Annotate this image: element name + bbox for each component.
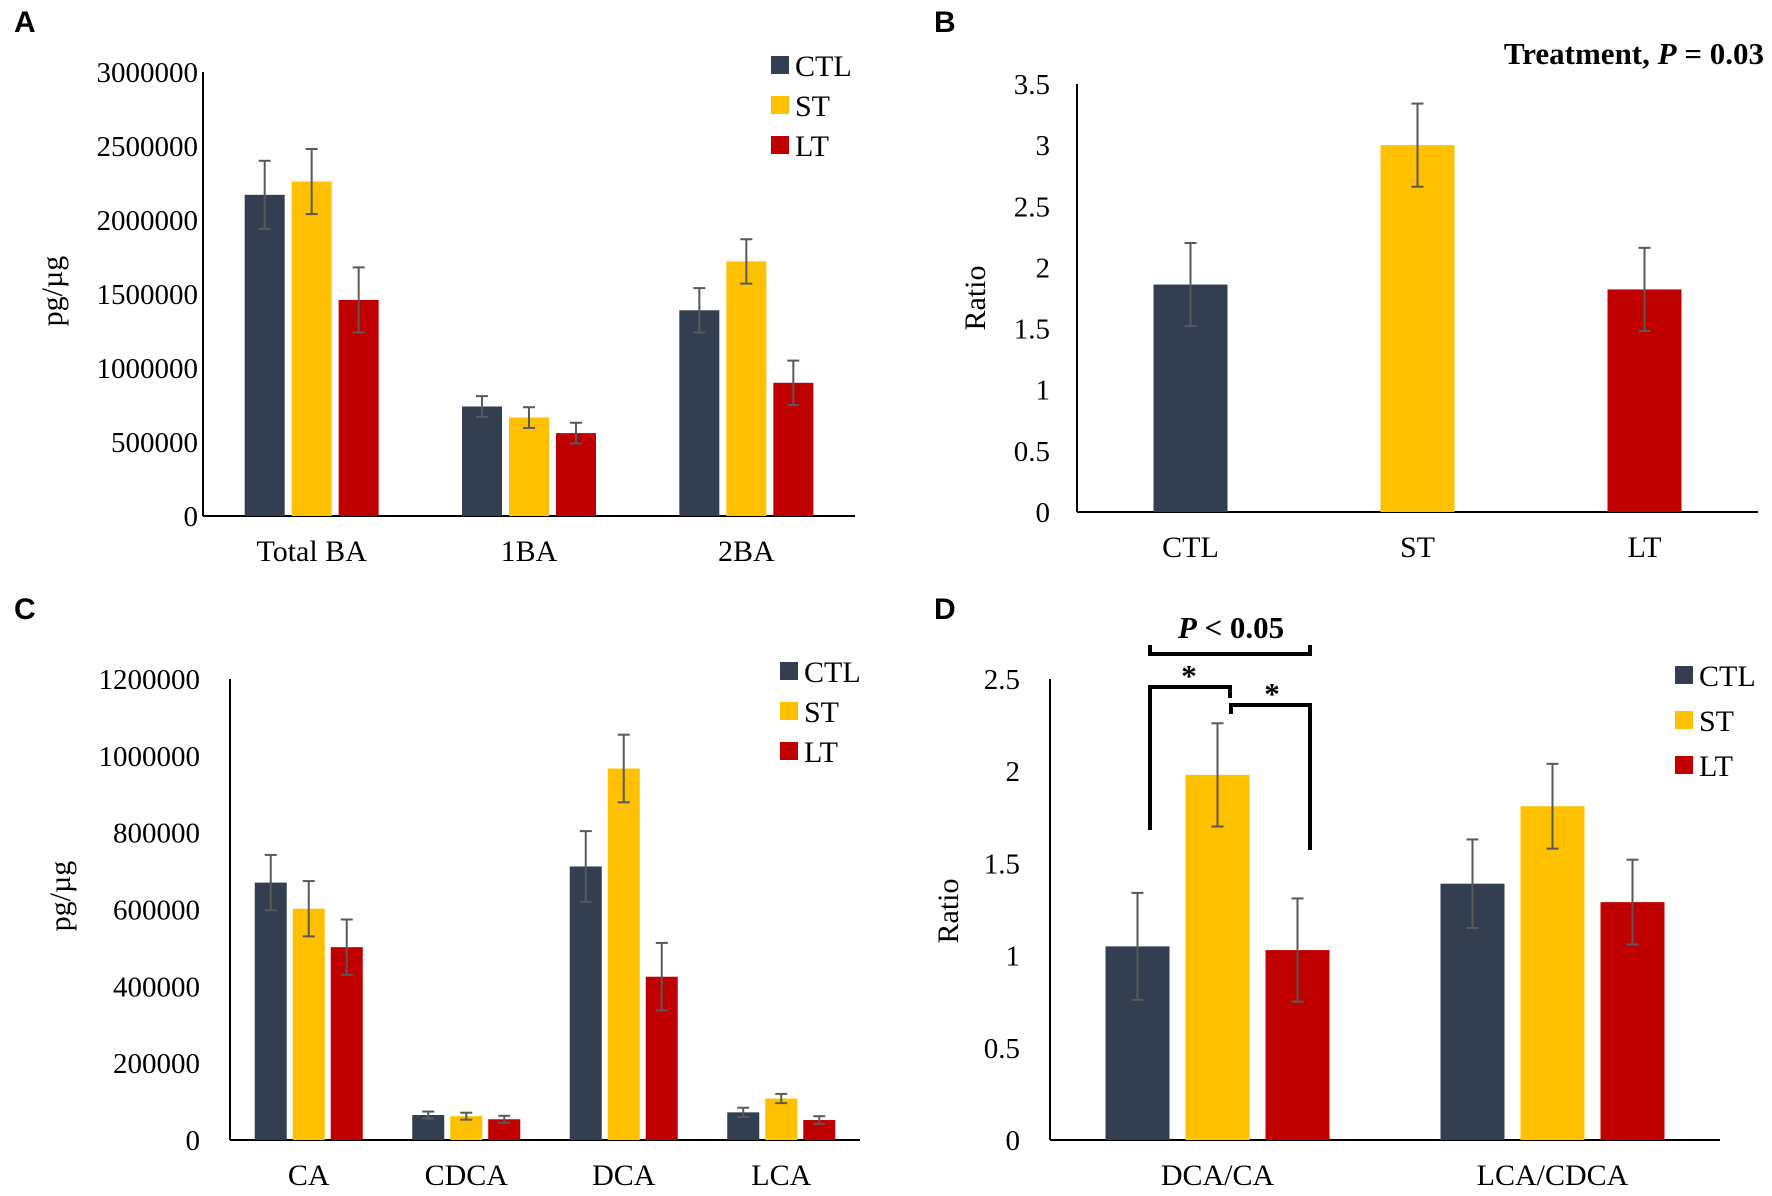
panel-b-y-tick-label: 2.5 bbox=[1014, 191, 1050, 223]
panel-a-bar-lt bbox=[556, 433, 596, 516]
panel-a-bar-st bbox=[726, 261, 767, 516]
panel-a-y-tick-label: 1000000 bbox=[97, 353, 199, 385]
panel-a-legend-swatch-st bbox=[771, 96, 789, 114]
panel-a-y-tick-label: 2000000 bbox=[97, 205, 199, 237]
panel-a-legend-label-lt: LT bbox=[795, 130, 829, 163]
panel-c-legend-label-ctl: CTL bbox=[804, 656, 861, 689]
panel-b-x-tick-label: CTL bbox=[1162, 531, 1219, 564]
panel-c-y-tick-label: 1200000 bbox=[99, 664, 201, 696]
panel-b-x-tick-label: LT bbox=[1628, 531, 1662, 564]
panel-d-x-tick-label: LCA/CDCA bbox=[1477, 1159, 1629, 1192]
panel-b-treatment-annotation: Treatment, P = 0.03 bbox=[1504, 36, 1764, 71]
panel-d-legend-label-st: ST bbox=[1699, 705, 1734, 738]
panel-c-x-tick-label: CA bbox=[288, 1159, 330, 1192]
panel-d-bar-st bbox=[1185, 774, 1250, 1140]
panel-d-significance-bracket-overall bbox=[1148, 645, 1312, 656]
panel-d-significance-bracket-st-lt bbox=[1229, 703, 1312, 850]
panel-a-legend-label-st: ST bbox=[795, 90, 830, 123]
panel-a-legend-swatch-ctl bbox=[771, 56, 789, 74]
panel-b-y-tick-label: 3 bbox=[1036, 130, 1051, 162]
panel-d: D 0 0.5 1 1.5 2 2.5 Ratio DCA/CA LCA/CDCA CTL ST LT… bbox=[932, 593, 1756, 1192]
panel-c-legend-swatch-st bbox=[780, 702, 798, 720]
panel-a-y-tick-label: 500000 bbox=[111, 427, 198, 459]
panel-c-bar-lt bbox=[803, 1120, 836, 1140]
panel-c-x-tick-label: LCA bbox=[751, 1159, 811, 1192]
panel-letter-b: B bbox=[934, 6, 956, 39]
panel-a: A 0 500000 1000000 1500000 2000000 2500000 300… bbox=[14, 6, 855, 568]
panel-c-legend-label-lt: LT bbox=[804, 736, 838, 769]
panel-b-y-tick-label: 2 bbox=[1036, 252, 1051, 284]
panel-a-x-tick-label: 2BA bbox=[718, 535, 775, 568]
panel-d-legend-label-lt: LT bbox=[1699, 750, 1733, 783]
panel-c-bar-st bbox=[607, 768, 640, 1140]
panel-b-y-axis-label: Ratio bbox=[959, 266, 992, 331]
panel-c-y-tick-label: 600000 bbox=[113, 895, 200, 927]
panel-d-legend-label-ctl: CTL bbox=[1699, 660, 1756, 693]
panel-d-significance-star: * bbox=[1181, 658, 1197, 693]
panel-d-y-axis-label: Ratio bbox=[932, 879, 965, 944]
panel-c-legend-swatch-ctl bbox=[780, 662, 798, 680]
panel-c-bar-lt bbox=[330, 947, 363, 1140]
panel-b-y-tick-label: 1 bbox=[1036, 375, 1051, 407]
panel-b: B 0 0.5 1 1.5 2 2.5 3 3.5 Ratio CTL ST LT Treatment,… bbox=[934, 6, 1764, 564]
panel-b-y-tick-label: 3.5 bbox=[1014, 69, 1050, 101]
panel-c-y-tick-label: 200000 bbox=[113, 1048, 200, 1080]
panel-c-bar-st bbox=[292, 908, 325, 1140]
panel-d-legend-swatch-lt bbox=[1675, 756, 1693, 774]
panel-c-bar-st bbox=[450, 1116, 483, 1140]
panel-d-x-tick-label: DCA/CA bbox=[1161, 1159, 1275, 1192]
panel-d-y-tick-label: 0.5 bbox=[984, 1033, 1020, 1065]
panel-a-y-tick-label: 2500000 bbox=[97, 131, 199, 163]
panel-letter-a: A bbox=[14, 6, 36, 39]
panel-a-bar-ctl bbox=[679, 310, 720, 516]
panel-d-y-tick-label: 1.5 bbox=[984, 848, 1020, 880]
panel-c-y-tick-label: 400000 bbox=[113, 971, 200, 1003]
panel-d-y-tick-label: 2.5 bbox=[984, 664, 1020, 696]
panel-d-legend-swatch-st bbox=[1675, 711, 1693, 729]
panel-d-p-value-annotation: P < 0.05 bbox=[1177, 610, 1284, 645]
panel-c-y-tick-label: 0 bbox=[186, 1125, 201, 1157]
panel-c-bar-ctl bbox=[254, 882, 287, 1140]
panel-a-bar-st bbox=[291, 181, 332, 516]
panel-a-x-tick-label: 1BA bbox=[501, 535, 558, 568]
panel-c-y-tick-label: 800000 bbox=[113, 818, 200, 850]
panel-a-y-tick-label: 0 bbox=[184, 501, 199, 533]
panel-d-y-tick-label: 1 bbox=[1006, 941, 1021, 973]
panel-a-legend-swatch-lt bbox=[771, 136, 789, 154]
panel-a-legend-label-ctl: CTL bbox=[795, 50, 852, 83]
panel-d-bar-st bbox=[1520, 806, 1585, 1140]
panel-a-x-tick-label: Total BA bbox=[256, 535, 367, 568]
panel-a-bar-st bbox=[509, 417, 549, 516]
panel-b-y-tick-label: 1.5 bbox=[1014, 314, 1050, 346]
panel-c-y-tick-label: 1000000 bbox=[99, 741, 201, 773]
panel-a-bar-ctl bbox=[462, 406, 502, 516]
panel-c-y-axis-label: pg/µg bbox=[44, 861, 77, 932]
panel-c-legend-swatch-lt bbox=[780, 742, 798, 760]
panel-c-x-tick-label: CDCA bbox=[425, 1159, 509, 1192]
panel-c-legend-label-st: ST bbox=[804, 696, 839, 729]
panel-a-bar-ctl bbox=[244, 194, 285, 516]
panel-c: C 0 200000 400000 600000 800000 1000000 120000… bbox=[14, 593, 861, 1192]
panel-c-x-tick-label: DCA bbox=[592, 1159, 656, 1192]
panel-b-bar-st bbox=[1380, 145, 1455, 512]
panel-b-y-tick-label: 0.5 bbox=[1014, 436, 1050, 468]
panel-a-y-tick-label: 1500000 bbox=[97, 279, 199, 311]
panel-letter-c: C bbox=[14, 593, 36, 626]
panel-d-y-tick-label: 0 bbox=[1006, 1125, 1021, 1157]
panel-a-y-axis-label: pg/µg bbox=[36, 256, 69, 327]
panel-c-bar-ctl bbox=[569, 866, 602, 1140]
panel-letter-d: D bbox=[934, 593, 956, 626]
panel-a-bar-lt bbox=[338, 299, 379, 516]
panel-d-y-tick-label: 2 bbox=[1006, 756, 1021, 788]
panel-c-bar-st bbox=[765, 1098, 798, 1140]
panel-a-y-tick-label: 3000000 bbox=[97, 57, 199, 89]
panel-b-x-tick-label: ST bbox=[1400, 531, 1435, 564]
panel-d-significance-star: * bbox=[1264, 676, 1280, 711]
panel-c-bar-lt bbox=[488, 1119, 521, 1140]
panel-d-significance-bracket-ctl-st bbox=[1148, 685, 1232, 830]
panel-d-legend-swatch-ctl bbox=[1675, 666, 1693, 684]
panel-b-y-tick-label: 0 bbox=[1036, 497, 1051, 529]
